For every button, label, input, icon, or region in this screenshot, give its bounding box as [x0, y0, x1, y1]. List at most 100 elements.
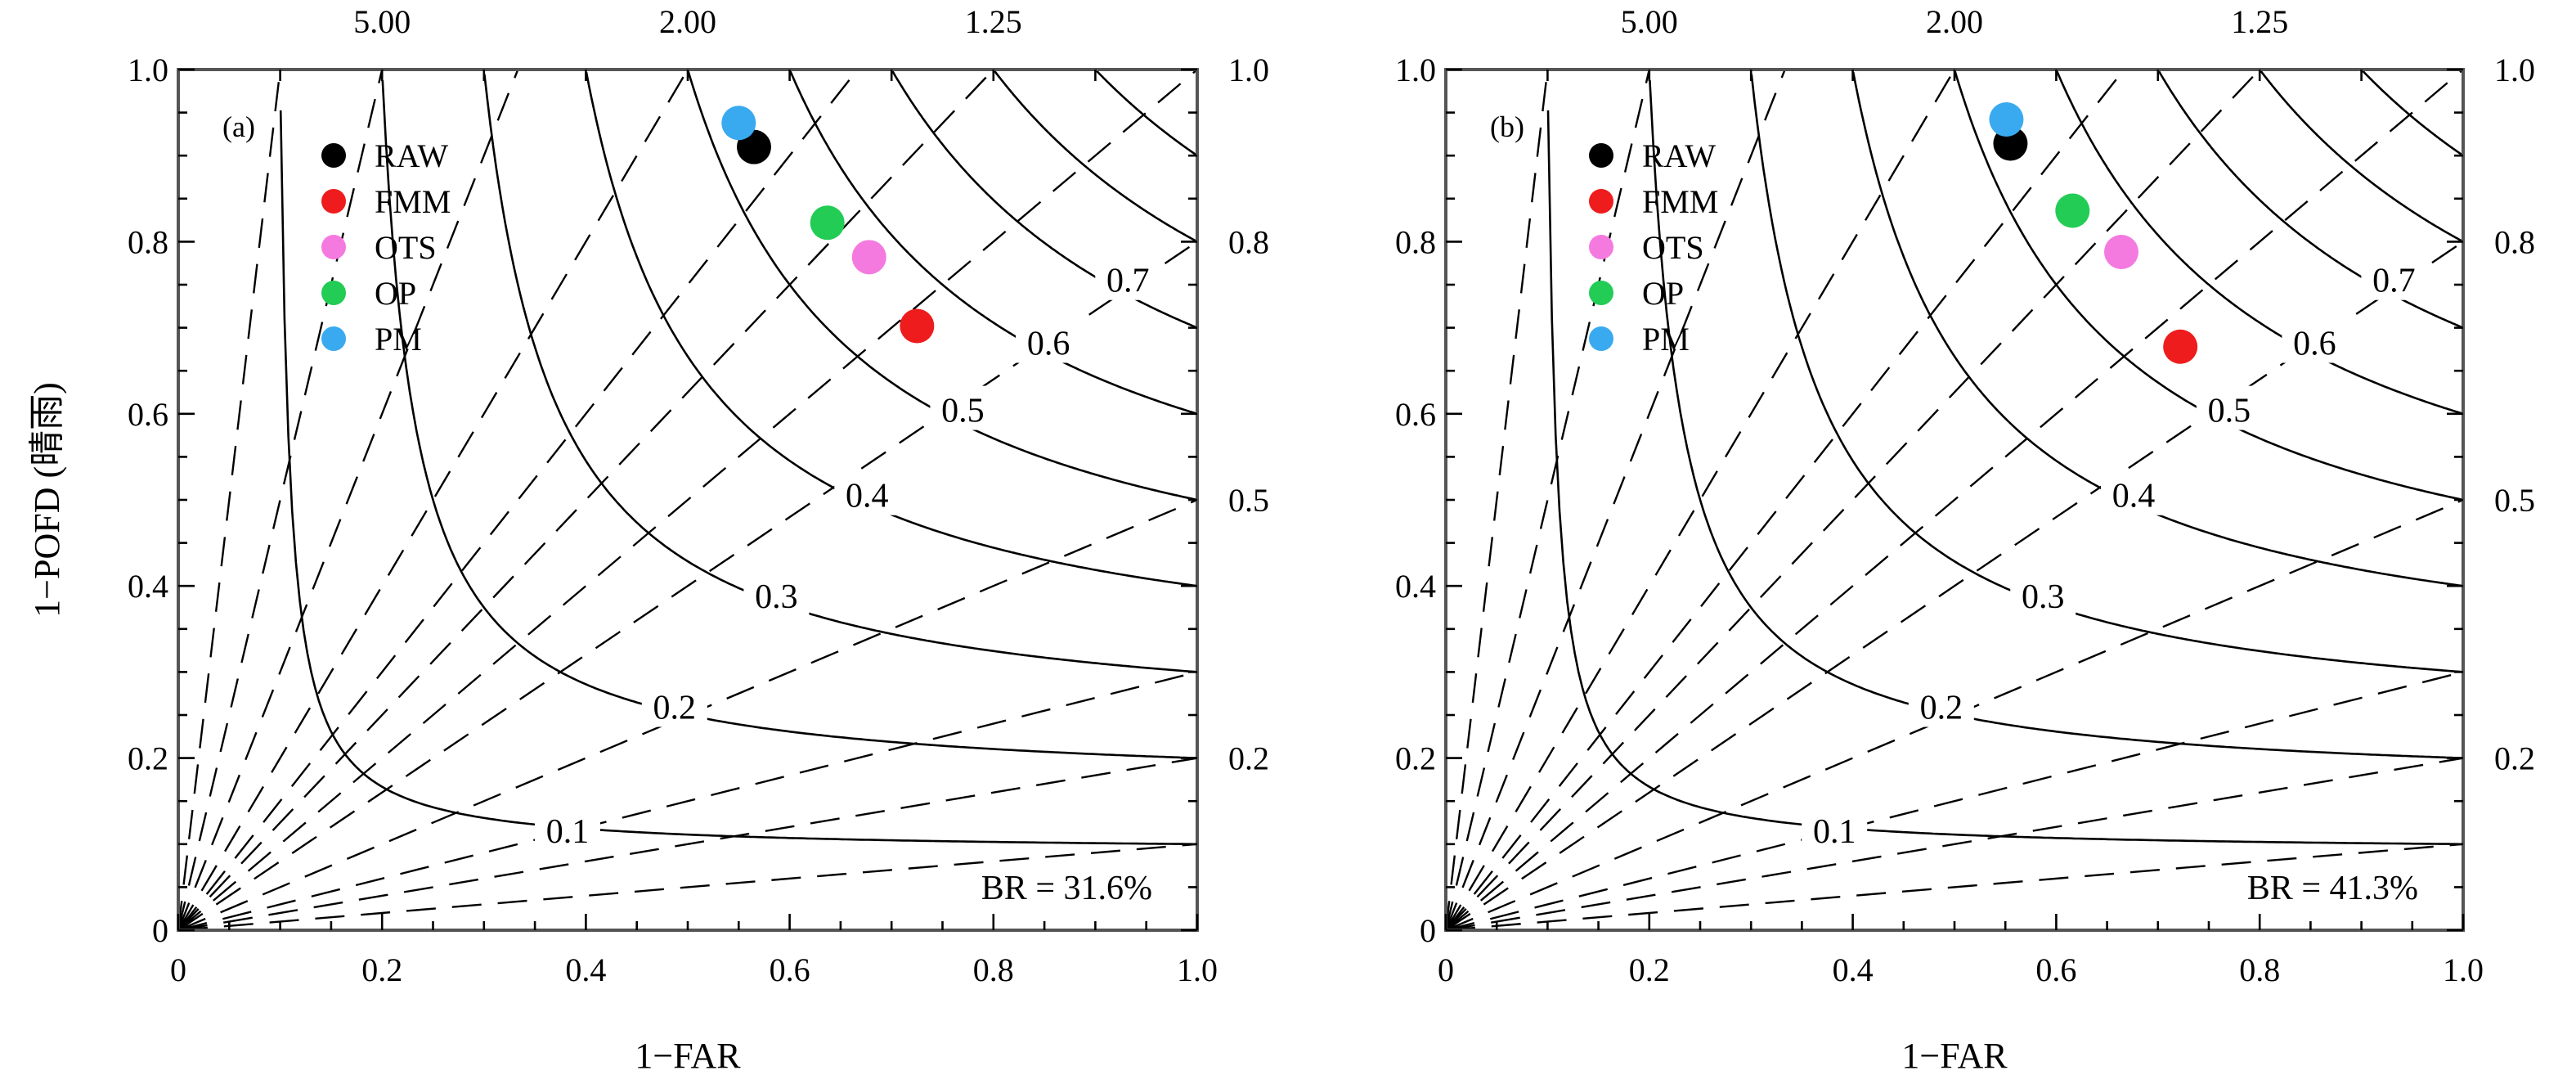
- csi-label: 0.7: [2372, 263, 2416, 300]
- panel-label: (a): [222, 110, 255, 143]
- bias-ratio-annotation: BR = 41.3%: [2247, 870, 2418, 907]
- csi-curve: [789, 70, 1197, 416]
- data-point-op: [810, 205, 845, 241]
- x-tick-label: 1.0: [2443, 951, 2484, 988]
- legend-label: RAW: [375, 137, 448, 174]
- csi-curve: [2259, 70, 2463, 243]
- csi-label: 0.2: [1920, 690, 1963, 727]
- legend-label: FMM: [1642, 183, 1718, 220]
- bias-line: [1446, 671, 2463, 930]
- top-tick-label: 1.25: [2231, 3, 2288, 40]
- legend-marker: [1589, 143, 1613, 168]
- csi-label-mask: [1802, 807, 1868, 852]
- csi-label-mask: [2282, 318, 2348, 363]
- x-axis-label: 1−FAR: [635, 1036, 741, 1076]
- csi-label: 0.4: [2112, 478, 2156, 515]
- right-tick-label: 1.0: [2494, 52, 2535, 88]
- right-tick-label: 0.8: [1228, 223, 1269, 260]
- legend-label: PM: [1642, 321, 1690, 358]
- data-point-pm: [721, 106, 756, 141]
- legend-marker: [321, 189, 346, 214]
- y-tick-label: 1.0: [1395, 52, 1436, 88]
- legend-marker: [321, 281, 346, 305]
- legend-label: RAW: [1642, 137, 1716, 174]
- legend-marker: [321, 143, 346, 168]
- right-tick-label: 0.2: [2494, 740, 2535, 777]
- csi-label: 0.2: [653, 690, 697, 727]
- y-tick-label: 0.8: [128, 223, 168, 260]
- csi-label-mask: [2361, 255, 2427, 300]
- y-axis-label: 1−POFD (晴雨): [27, 382, 67, 618]
- bias-line: [1446, 70, 1549, 930]
- legend-label: OTS: [375, 229, 437, 266]
- csi-curve: [891, 70, 1197, 329]
- bias-ratio-annotation: BR = 31.6%: [981, 870, 1152, 907]
- legend-marker: [1589, 235, 1613, 259]
- csi-curve: [2055, 70, 2463, 416]
- bias-line: [178, 671, 1197, 930]
- panel-label: (b): [1490, 110, 1524, 143]
- csi-label: 0.5: [941, 393, 985, 430]
- csi-label-mask: [2100, 470, 2166, 515]
- bias-line: [178, 70, 384, 930]
- csi-curve: [381, 79, 1197, 759]
- right-tick-label: 0.2: [1228, 740, 1269, 777]
- legend-marker: [321, 326, 346, 351]
- csi-label-mask: [2196, 385, 2262, 430]
- bias-line: [178, 70, 994, 930]
- bias-line: [178, 70, 519, 930]
- right-tick-label: 0.8: [2494, 223, 2535, 260]
- csi-label-mask: [743, 571, 810, 616]
- legend-label: OP: [375, 275, 416, 312]
- bias-line: [1446, 757, 2463, 930]
- x-tick-label: 0.4: [1833, 951, 1874, 988]
- csi-label: 0.5: [2208, 393, 2251, 430]
- plot-area: [1446, 70, 2463, 930]
- legend-label: PM: [375, 321, 422, 358]
- panel-b: 0 0.2 0.4 0.6 0.8 1.0 0 0.2 0.4 0.6 0.8 1.0 5.00 2.00…: [1395, 3, 2535, 1076]
- csi-label-mask: [1908, 682, 1974, 727]
- top-tick-label: 1.25: [965, 3, 1022, 40]
- x-tick-label: 1.0: [1177, 951, 1218, 988]
- csi-curve: [1095, 70, 1197, 157]
- legend-marker: [1589, 281, 1613, 305]
- x-tick-label: 0.6: [770, 951, 810, 988]
- y-tick-label: 0.6: [1395, 396, 1436, 433]
- csi-label: 0.7: [1106, 263, 1150, 300]
- y-tick-label: 0.4: [1395, 568, 1436, 605]
- legend-marker: [1589, 189, 1613, 214]
- y-tick-label: 0.2: [1395, 740, 1436, 777]
- bias-line: [1446, 70, 2463, 930]
- csi-curve: [2157, 70, 2463, 329]
- csi-label: 0.1: [546, 813, 590, 851]
- legend-label: FMM: [375, 183, 451, 220]
- csi-label: 0.6: [2293, 326, 2336, 363]
- data-point-op: [2055, 193, 2090, 228]
- csi-label: 0.4: [846, 478, 889, 515]
- legend: RAW FMM OTS OP PM: [1589, 137, 1718, 358]
- csi-curve: [279, 110, 1197, 846]
- legend-marker: [321, 235, 346, 259]
- csi-label-mask: [534, 807, 600, 852]
- x-tick-label: 0.6: [2035, 951, 2076, 988]
- csi-label-mask: [2010, 571, 2076, 616]
- csi-curve: [2361, 70, 2463, 157]
- csi-label-mask: [1095, 255, 1161, 300]
- data-point-ots: [851, 240, 886, 275]
- x-axis-label: 1−FAR: [1901, 1036, 2008, 1076]
- csi-label: 0.3: [2022, 578, 2065, 616]
- right-tick-label: 1.0: [1228, 52, 1269, 88]
- bias-line: [178, 70, 281, 930]
- x-tick-label: 0.8: [973, 951, 1014, 988]
- csi-curve: [993, 70, 1197, 243]
- csi-label-mask: [930, 385, 996, 430]
- y-tick-label: 0: [152, 912, 168, 949]
- y-tick-label: 0: [1420, 912, 1436, 949]
- csi-label: 0.6: [1027, 326, 1070, 363]
- csi-curve: [483, 74, 1197, 673]
- x-tick-label: 0.4: [565, 951, 606, 988]
- csi-curve: [1546, 110, 2463, 846]
- bias-line: [178, 70, 859, 930]
- data-point-ots: [2104, 235, 2139, 270]
